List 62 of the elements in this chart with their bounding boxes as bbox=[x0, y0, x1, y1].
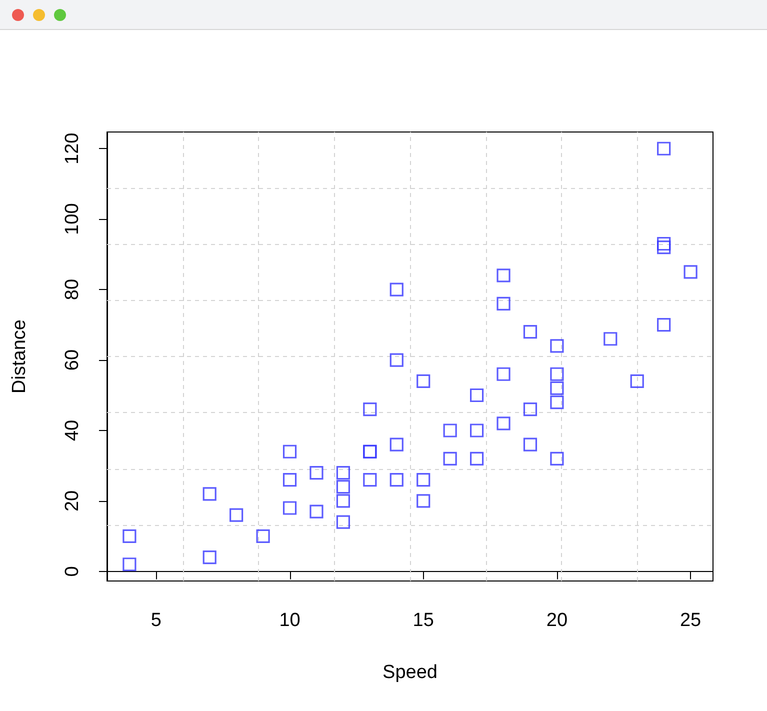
point bbox=[657, 240, 671, 254]
point bbox=[230, 508, 244, 522]
point bbox=[282, 444, 297, 458]
point bbox=[496, 296, 510, 310]
point bbox=[282, 501, 297, 515]
point bbox=[363, 473, 377, 487]
x-tick-label: 15 bbox=[412, 610, 434, 631]
point bbox=[550, 452, 564, 466]
point bbox=[416, 473, 430, 487]
point bbox=[657, 236, 671, 251]
point bbox=[122, 529, 136, 543]
point bbox=[416, 374, 430, 388]
point bbox=[470, 452, 484, 466]
point bbox=[550, 396, 564, 410]
y-tick-label: 120 bbox=[62, 132, 83, 164]
point bbox=[523, 438, 538, 452]
y-tick-label: 0 bbox=[62, 566, 83, 577]
point bbox=[336, 515, 350, 529]
x-tick-label: 25 bbox=[680, 610, 702, 631]
point bbox=[550, 381, 564, 396]
point bbox=[256, 529, 270, 543]
y-tick-label: 20 bbox=[62, 490, 83, 512]
point bbox=[202, 487, 216, 501]
point bbox=[550, 339, 564, 353]
point bbox=[496, 416, 510, 430]
y-tick-label: 40 bbox=[62, 420, 83, 442]
point bbox=[470, 424, 484, 438]
point bbox=[684, 265, 698, 279]
point bbox=[550, 367, 564, 381]
point bbox=[336, 466, 350, 480]
point bbox=[390, 473, 404, 487]
point bbox=[443, 452, 457, 466]
point bbox=[657, 318, 671, 332]
y-axis-title: Distance bbox=[9, 320, 30, 394]
point bbox=[630, 374, 644, 388]
point bbox=[310, 466, 324, 480]
point bbox=[282, 473, 297, 487]
y-tick-label: 100 bbox=[62, 203, 83, 235]
point bbox=[336, 480, 350, 494]
point bbox=[390, 353, 404, 367]
point bbox=[496, 268, 510, 282]
point bbox=[523, 402, 538, 416]
x-tick-label: 5 bbox=[150, 610, 162, 631]
point bbox=[496, 367, 510, 381]
y-tick-label: 60 bbox=[62, 349, 83, 371]
point bbox=[523, 325, 538, 339]
point bbox=[443, 424, 457, 438]
y-tick-label: 80 bbox=[62, 278, 83, 300]
point bbox=[390, 438, 404, 452]
point bbox=[470, 388, 484, 402]
point bbox=[363, 402, 377, 416]
point bbox=[657, 142, 671, 156]
point bbox=[122, 558, 136, 572]
point bbox=[310, 504, 324, 518]
point bbox=[604, 332, 618, 346]
point bbox=[416, 494, 430, 508]
point bbox=[390, 282, 404, 296]
x-tick-label: 20 bbox=[546, 610, 568, 631]
point bbox=[202, 550, 216, 564]
x-tick-label: 10 bbox=[279, 610, 300, 631]
x-axis-title: Speed bbox=[382, 662, 438, 683]
point bbox=[336, 494, 350, 508]
